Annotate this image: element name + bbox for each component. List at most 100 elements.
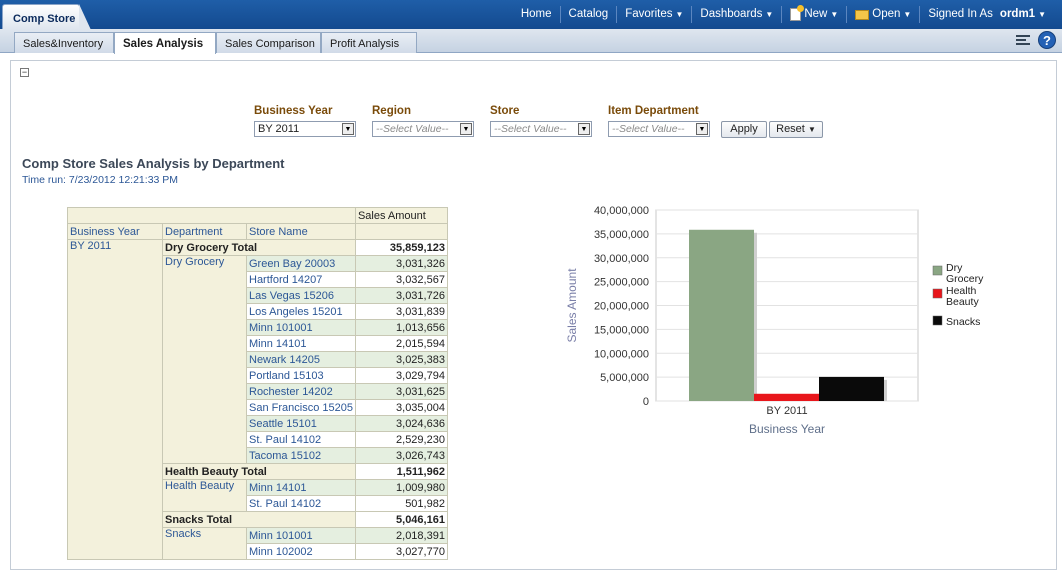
y-tick-label: 20,000,000	[594, 301, 649, 313]
tab-sales-analysis[interactable]: Sales Analysis	[114, 32, 216, 54]
total-row: BY 2011 Dry Grocery Total 35,859,123	[67, 239, 448, 560]
new-document-icon	[790, 5, 805, 21]
x-tick-label: BY 2011	[766, 405, 807, 417]
store-name-cell[interactable]: St. Paul 14102	[246, 431, 356, 448]
store-name-cell[interactable]: Rochester 14202	[246, 383, 356, 400]
department-total-value: 1,511,962	[354, 463, 448, 480]
home-link[interactable]: Home	[513, 6, 560, 23]
column-header[interactable]: Business Year	[67, 223, 163, 240]
department-cell[interactable]: Dry Grocery	[162, 255, 247, 464]
help-icon[interactable]: ?	[1038, 31, 1056, 49]
store-name-cell[interactable]: Portland 15103	[246, 367, 356, 384]
business-year-select[interactable]: BY 2011 ▼	[254, 121, 356, 137]
chevron-down-icon: ▼	[675, 10, 684, 19]
store-name-cell[interactable]: San Francisco 15205	[246, 399, 356, 416]
store-name-cell[interactable]: Tacoma 15102	[246, 447, 356, 464]
item-department-select[interactable]: --Select Value-- ▼	[608, 121, 710, 137]
table-header-row: Sales Amount	[67, 207, 448, 224]
dashboards-menu[interactable]: Dashboards ▼	[691, 6, 781, 23]
table-header-row: Business Year Department Store Name	[67, 223, 448, 240]
app-title-tab[interactable]: Comp Store	[2, 4, 91, 30]
column-header[interactable]: Store Name	[246, 223, 356, 240]
signed-in-label: Signed In As	[928, 8, 993, 20]
store-name-cell[interactable]: Newark 14205	[246, 351, 356, 368]
favorites-label: Favorites	[625, 8, 673, 20]
reset-label: Reset	[776, 123, 805, 135]
user-menu[interactable]: Signed In As ordm1 ▼	[919, 6, 1054, 23]
region-select[interactable]: --Select Value-- ▼	[372, 121, 474, 137]
dropdown-arrow-icon[interactable]: ▼	[578, 123, 590, 135]
favorites-menu[interactable]: Favorites ▼	[616, 6, 691, 23]
tab-sales-inventory[interactable]: Sales&Inventory	[14, 32, 114, 53]
dropdown-arrow-icon[interactable]: ▼	[342, 123, 354, 135]
item-department-placeholder: --Select Value--	[612, 123, 685, 135]
table-row: Los Angeles 15201 3,031,839	[68, 303, 448, 320]
dashboards-label: Dashboards	[700, 8, 763, 20]
store-name-cell[interactable]: Minn 102002	[246, 543, 356, 560]
store-name-cell[interactable]: Green Bay 20003	[246, 255, 356, 272]
store-name-cell[interactable]: Minn 14101	[246, 479, 356, 496]
tab-sales-comparison[interactable]: Sales Comparison	[216, 32, 321, 53]
dashboard-tabs: Sales&Inventory Sales Analysis Sales Com…	[0, 29, 1062, 54]
chevron-down-icon: ▼	[807, 125, 816, 134]
sales-amount-cell: 2,529,230	[354, 431, 448, 448]
new-menu[interactable]: New ▼	[781, 5, 846, 23]
reset-button[interactable]: Reset ▼	[769, 121, 823, 138]
region-label: Region	[372, 105, 411, 117]
open-label: Open	[872, 8, 901, 20]
sales-bar-chart: 0 5,000,000 10,000,000 15,000,000 20,000,000…	[565, 205, 984, 436]
column-header-sales-amount: Sales Amount	[354, 207, 448, 224]
sales-amount-cell: 3,031,726	[354, 287, 448, 304]
collapse-section-icon[interactable]: −	[20, 67, 29, 77]
y-tick-label: 0	[643, 396, 649, 408]
store-name-cell[interactable]: Minn 101001	[246, 527, 356, 544]
catalog-link[interactable]: Catalog	[559, 6, 617, 23]
store-label: Store	[490, 105, 520, 117]
store-name-cell[interactable]: Minn 14101	[246, 335, 356, 352]
table-row: Minn 14101 2,015,594	[68, 335, 448, 352]
store-name-cell[interactable]: Los Angeles 15201	[246, 303, 356, 320]
store-name-cell[interactable]: Las Vegas 15206	[246, 287, 356, 304]
apply-button[interactable]: Apply	[721, 121, 767, 138]
sales-amount-cell: 3,026,743	[354, 447, 448, 464]
store-name-cell[interactable]: Seattle 15101	[246, 415, 356, 432]
y-tick-label: 25,000,000	[594, 277, 649, 289]
table-row: San Francisco 15205 3,035,004	[68, 399, 448, 416]
y-axis-label: Sales Amount	[565, 268, 579, 343]
sales-amount-cell: 2,015,594	[354, 335, 448, 352]
table-row: Minn 101001 1,013,656	[68, 319, 448, 336]
store-name-cell[interactable]: Minn 101001	[246, 319, 356, 336]
sales-amount-cell: 3,024,636	[354, 415, 448, 432]
column-header[interactable]: Department	[162, 223, 247, 240]
sales-amount-cell: 1,013,656	[354, 319, 448, 336]
dropdown-arrow-icon[interactable]: ▼	[460, 123, 472, 135]
legend-swatch	[932, 315, 943, 326]
sales-amount-cell: 3,035,004	[354, 399, 448, 416]
department-cell[interactable]: Snacks	[162, 527, 247, 560]
region-placeholder: --Select Value--	[376, 123, 449, 135]
pivot-table: Sales Amount Business Year Department Store…	[67, 207, 448, 560]
department-cell[interactable]: Health Beauty	[162, 479, 247, 512]
store-name-cell[interactable]: Hartford 14207	[246, 271, 356, 288]
sales-amount-cell: 2,018,391	[354, 527, 448, 544]
table-row: Tacoma 15102 3,026,743	[68, 447, 448, 464]
table-row: Health Beauty Minn 14101 1,009,980	[68, 479, 448, 512]
chevron-down-icon: ▼	[1038, 10, 1046, 19]
header-spacer	[67, 207, 356, 224]
table-row: Las Vegas 15206 3,031,726	[68, 287, 448, 304]
table-row: Minn 102002 3,027,770	[68, 543, 448, 560]
x-axis-label: Business Year	[749, 422, 825, 436]
catalog-label: Catalog	[568, 8, 609, 20]
y-tick-label: 30,000,000	[594, 253, 649, 265]
dropdown-arrow-icon[interactable]: ▼	[696, 123, 708, 135]
home-label: Home	[520, 8, 552, 20]
store-select[interactable]: --Select Value-- ▼	[490, 121, 592, 137]
tab-profit-analysis[interactable]: Profit Analysis	[321, 32, 417, 53]
store-name-cell[interactable]: St. Paul 14102	[246, 495, 356, 512]
business-year-cell[interactable]: BY 2011	[67, 239, 163, 560]
total-row: Snacks Total 5,046,161	[68, 511, 448, 528]
page-options-icon[interactable]	[1016, 35, 1030, 45]
open-menu[interactable]: Open ▼	[846, 6, 919, 23]
bar-health-beauty	[754, 393, 819, 401]
time-run: Time run: 7/23/2012 12:21:33 PM	[22, 174, 179, 186]
